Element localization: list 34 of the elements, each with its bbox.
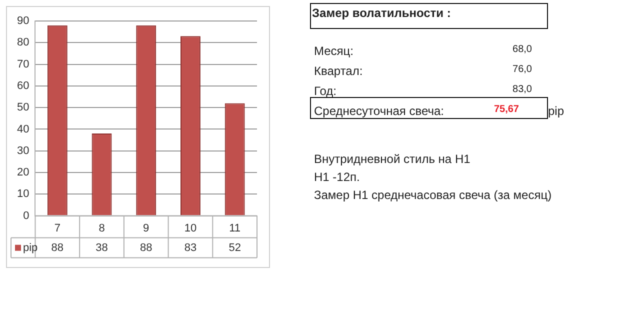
y-tick-label: 10 [16, 188, 30, 200]
data-label: 38 [96, 242, 108, 254]
legend-label: pip [23, 242, 38, 254]
y-tick-label: 40 [16, 123, 30, 136]
y-tick-label: 60 [16, 80, 30, 92]
x-tick-label: 8 [98, 222, 105, 234]
y-tick-label: 0 [23, 210, 30, 222]
x-tick-label: 7 [54, 222, 60, 234]
text: 75,67 [494, 104, 519, 115]
y-tick-label: 80 [16, 36, 30, 49]
data-label: 88 [51, 242, 64, 254]
text: pip [548, 104, 564, 118]
data-label: 52 [228, 242, 241, 254]
y-tick-label: 90 [16, 15, 30, 28]
data-label: 83 [184, 242, 197, 254]
y-tick-label: 30 [16, 144, 30, 157]
y-tick-label: 50 [16, 102, 30, 114]
x-tick-label: 10 [184, 222, 197, 234]
text: Среднесуточная свеча: [314, 104, 444, 118]
text: Месяц: [314, 44, 354, 58]
x-tick-label: 9 [143, 222, 150, 234]
text: Замер волатильности : [312, 6, 451, 20]
text: H1 -12п. [314, 170, 360, 184]
y-tick-label: 70 [16, 58, 30, 70]
data-label: 88 [140, 242, 152, 254]
text: Внутридневной стиль на H1 [314, 152, 470, 166]
text: 76,0 [512, 64, 532, 75]
x-tick-label: 11 [229, 222, 241, 234]
text: Замер H1 среднечасовая свеча (за месяц) [314, 188, 552, 202]
text: Квартал: [314, 64, 363, 78]
text: Год: [314, 84, 336, 98]
text: 83,0 [512, 84, 532, 95]
text: 68,0 [512, 44, 532, 55]
y-tick-label: 20 [16, 166, 30, 179]
